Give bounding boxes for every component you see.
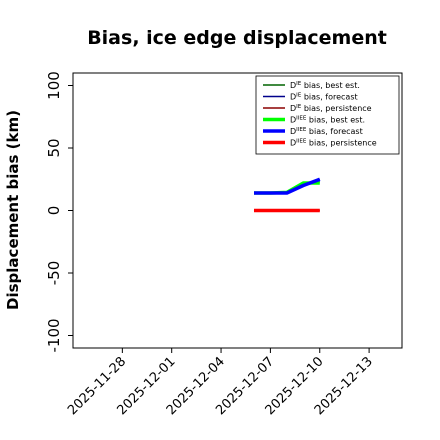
legend-entry: DIIEE bias, best est. [290,116,365,125]
y-axis: -100 -50 0 50 100 [45,71,73,353]
legend: DIE bias, best est. DIE bias, forecast DIE… [255,75,400,155]
legend-entry: DIIEE bias, persistence [290,139,377,148]
plot-lines [253,177,321,213]
legend-entry: DIE bias, persistence [290,104,372,113]
x-axis: 2025-11-282025-12-012025-12-042025-12-07… [65,348,376,418]
y-axis-label: Displacement bias (km) [4,110,22,310]
y-tick-label: 50 [45,138,63,157]
y-tick-label: 0 [45,206,63,216]
series-line [254,177,321,195]
legend-entry: DIE bias, forecast [290,93,358,102]
y-tick-label: -100 [45,318,63,352]
legend-entry: DIIEE bias, forecast [290,127,363,136]
y-tick-label: -50 [45,261,63,286]
y-tick-label: 100 [45,71,63,100]
chart-title: Bias, ice edge displacement [87,27,387,49]
legend-entry: DIE bias, best est. [290,81,360,90]
